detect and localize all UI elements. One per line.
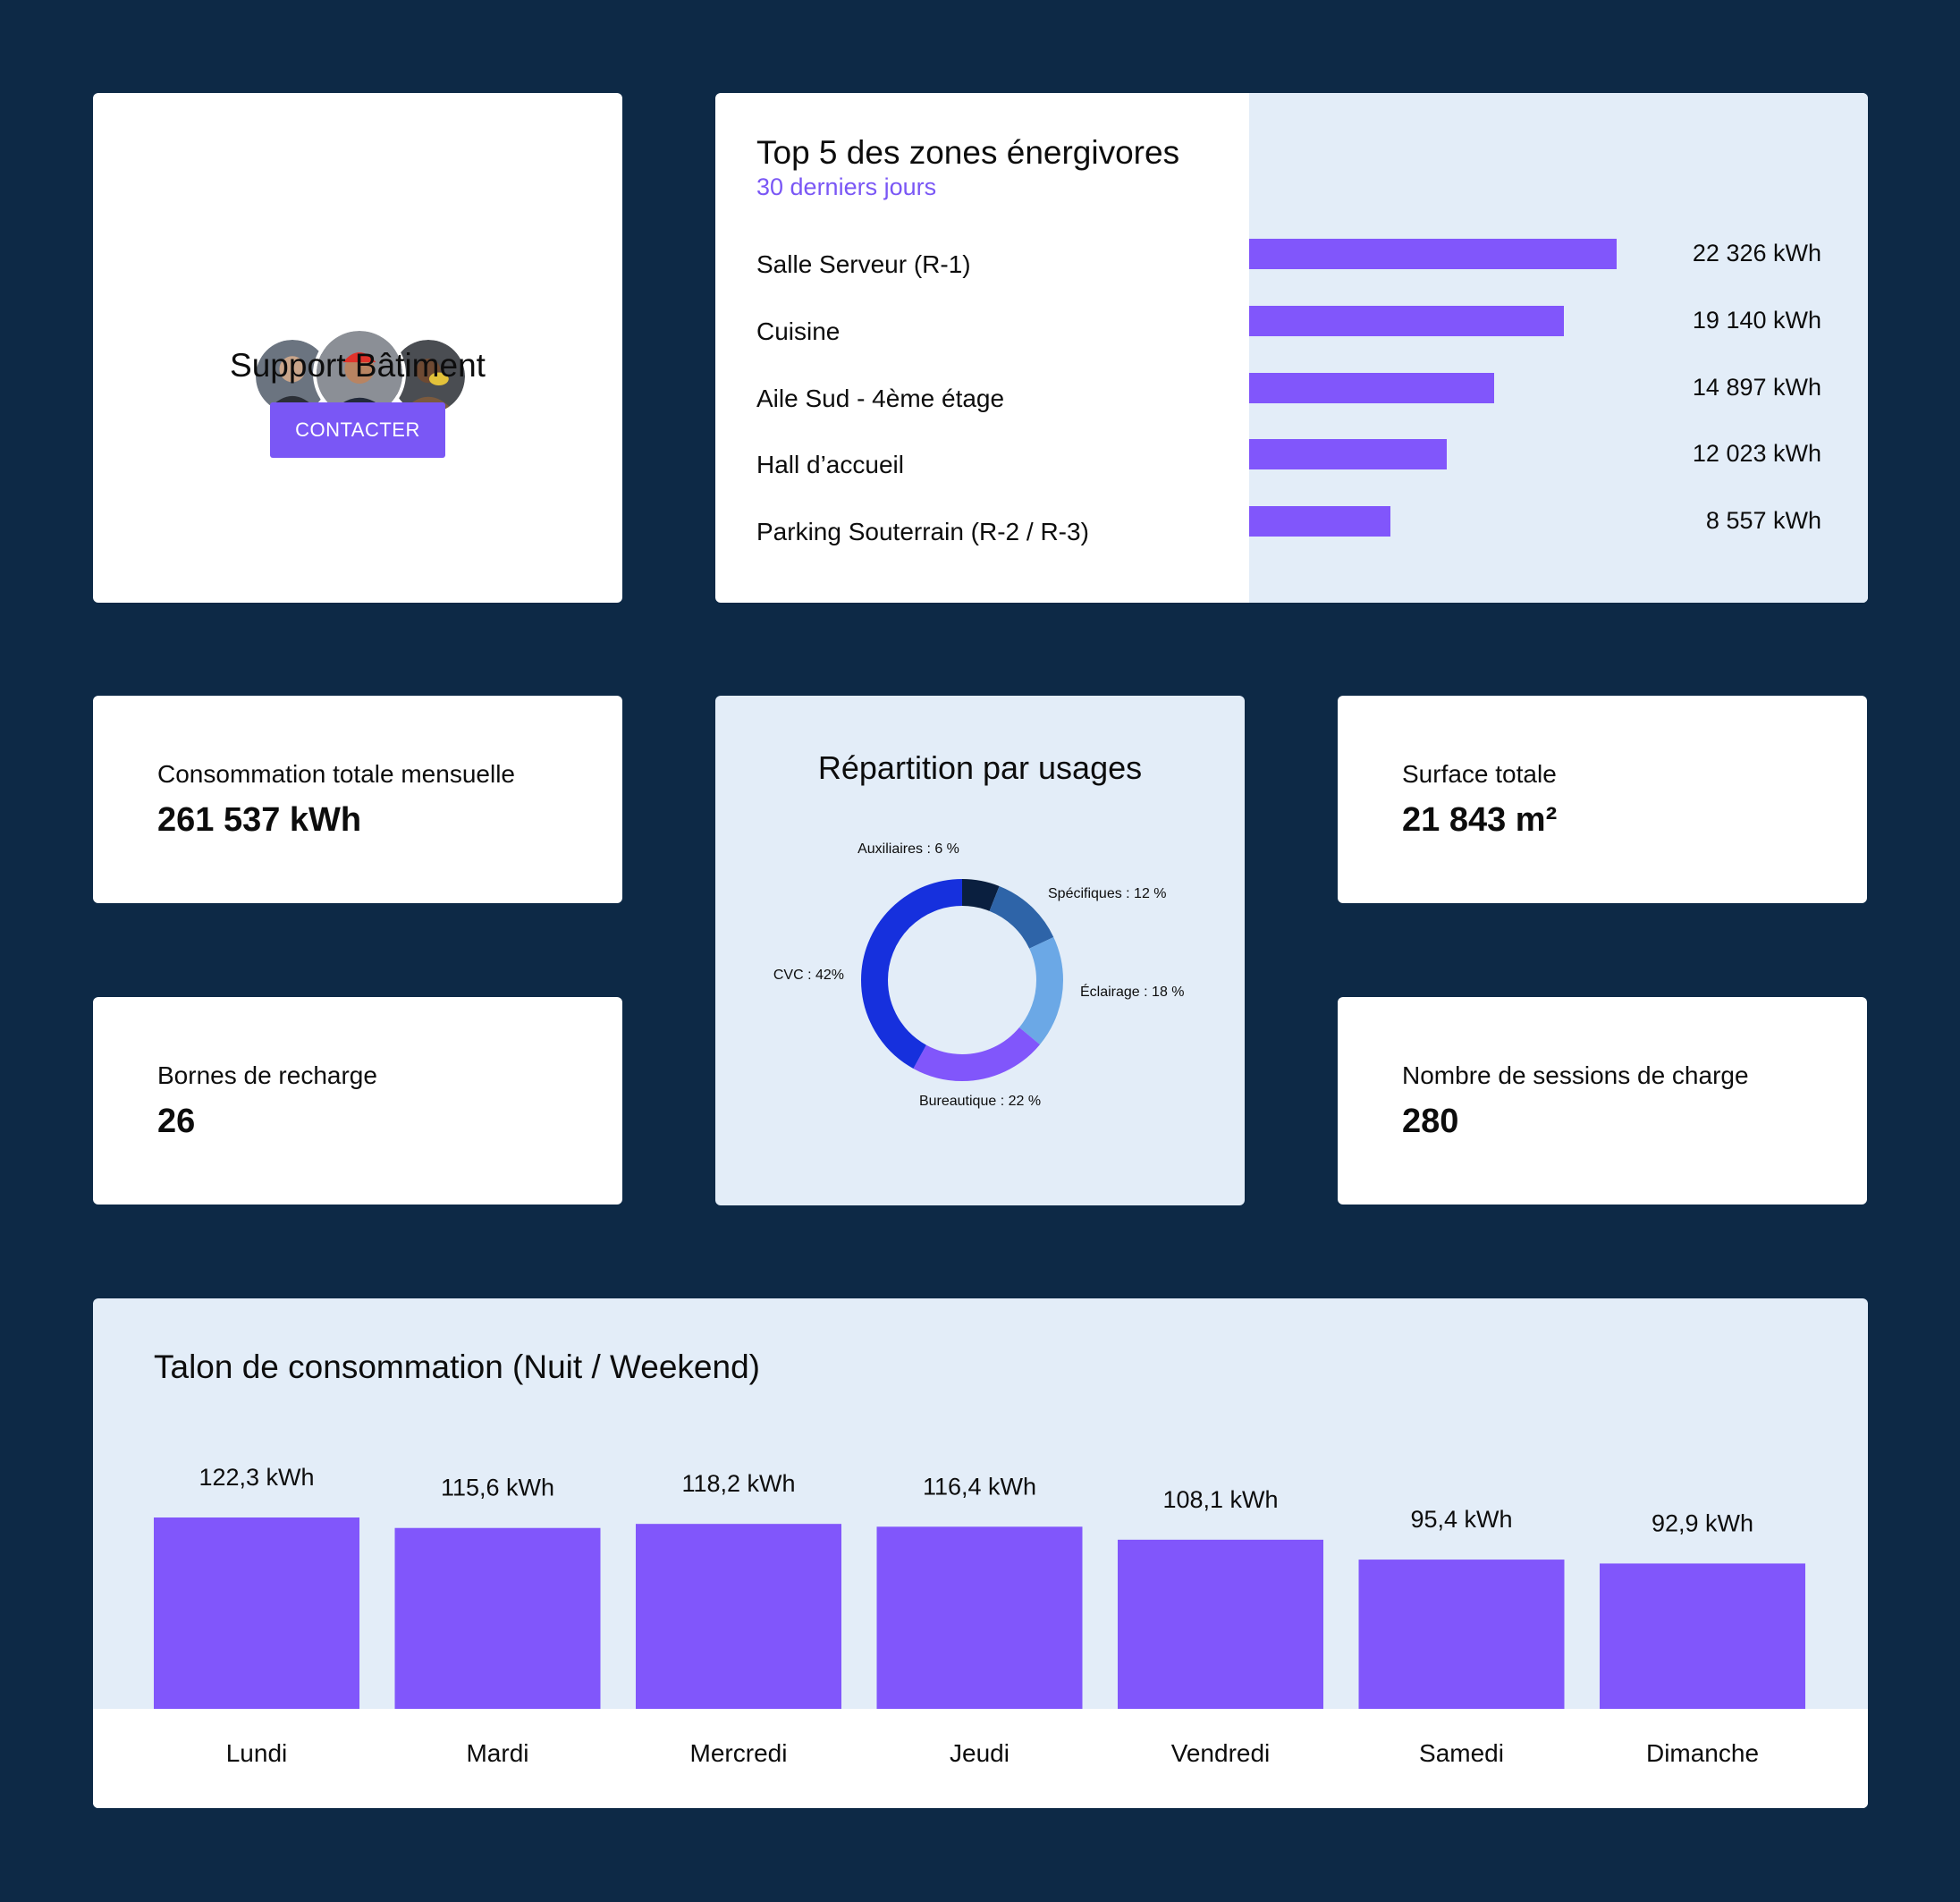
donut-slice-cvc (861, 879, 1063, 1081)
zone-bar (1249, 373, 1495, 403)
kpi-surface-card: Surface totale 21 843 m² (1338, 696, 1867, 903)
kpi-label: Nombre de sessions de charge (1402, 1061, 1749, 1089)
zone-bar (1249, 506, 1390, 537)
bar-value-label: 122,3 kWh (199, 1464, 314, 1491)
kpi-sessions-card: Nombre de sessions de charge 280 (1338, 997, 1867, 1205)
bar-value-label: 108,1 kWh (1162, 1486, 1278, 1513)
bar-category-label: Dimanche (1646, 1739, 1759, 1767)
kpi-value: 261 537 kWh (157, 801, 362, 839)
usages-donut: Auxiliaires : 6 % Spécifiques : 12 % Écl… (773, 841, 1185, 1109)
top-zones-title: Top 5 des zones énergivores (756, 134, 1180, 171)
donut-label: Bureautique : 22 % (919, 1094, 1041, 1109)
kpi-label: Consommation totale mensuelle (157, 760, 515, 788)
bar-category-label: Samedi (1419, 1739, 1504, 1767)
bar-mardi (394, 1527, 601, 1709)
talon-title: Talon de consommation (Nuit / Weekend) (154, 1348, 760, 1385)
usages-card: Répartition par usages Auxiliaires : 6 %… (715, 696, 1245, 1205)
bar-value-label: 92,9 kWh (1652, 1509, 1753, 1536)
bar-value-label: 115,6 kWh (441, 1475, 554, 1501)
donut-label: Spécifiques : 12 % (1048, 886, 1167, 901)
kpi-value: 280 (1402, 1103, 1459, 1140)
donut-slice-éclairage (861, 879, 1063, 1081)
bar-category-label: Vendredi (1171, 1739, 1271, 1767)
bar-value-label: 95,4 kWh (1410, 1506, 1512, 1533)
kpi-bornes-card: Bornes de recharge 26 (93, 997, 622, 1205)
zone-bar (1249, 439, 1448, 469)
bar-lundi (154, 1517, 359, 1709)
chart-floor (93, 1709, 1868, 1808)
bar-category-label: Lundi (226, 1739, 288, 1767)
bar-mercredi (636, 1524, 841, 1709)
zone-label: Parking Souterrain (R-2 / R-3) (756, 518, 1089, 545)
bar-samedi (1358, 1560, 1565, 1709)
donut-label: Auxiliaires : 6 % (858, 841, 959, 857)
bar-value-label: 116,4 kWh (923, 1473, 1036, 1500)
bar-category-label: Mardi (466, 1739, 528, 1767)
support-card: Support Bâtiment CONTACTER (93, 93, 622, 603)
zone-bar (1249, 306, 1565, 336)
top-zones-subtitle: 30 derniers jours (756, 173, 937, 200)
zone-label: Aile Sud - 4ème étage (756, 385, 1005, 412)
kpi-label: Surface totale (1402, 760, 1557, 788)
kpi-value: 21 843 m² (1402, 801, 1558, 839)
zone-value: 14 897 kWh (1692, 374, 1821, 401)
top-zones-card: Top 5 des zones énergivores 30 derniers … (715, 93, 1868, 603)
bar-category-label: Mercredi (690, 1739, 788, 1767)
bar-vendredi (1118, 1539, 1323, 1709)
bar-dimanche (1600, 1563, 1805, 1709)
talon-chart: 122,3 kWh Lundi 115,6 kWh Mardi 118,2 kWh Mer… (154, 1464, 1805, 1767)
kpi-value: 26 (157, 1103, 196, 1140)
donut-slice-bureautique (861, 879, 1063, 1081)
zone-value: 8 557 kWh (1705, 507, 1821, 534)
bar-jeudi (876, 1526, 1083, 1709)
zone-bar (1249, 239, 1617, 269)
kpi-label: Bornes de recharge (157, 1061, 377, 1089)
zone-label: Cuisine (756, 317, 841, 345)
donut-label: CVC : 42% (773, 968, 844, 983)
donut-label: Éclairage : 18 % (1080, 983, 1185, 1000)
support-title: Support Bâtiment (230, 347, 486, 384)
zone-value: 22 326 kWh (1692, 240, 1821, 266)
zone-label: Hall d’accueil (756, 451, 904, 478)
usages-title: Répartition par usages (817, 749, 1143, 786)
bar-category-label: Jeudi (950, 1739, 1010, 1767)
contact-button[interactable]: CONTACTER (270, 402, 445, 458)
bar-value-label: 118,2 kWh (681, 1470, 795, 1497)
zone-value: 19 140 kWh (1692, 307, 1821, 334)
talon-card: Talon de consommation (Nuit / Weekend) 1… (93, 1298, 1868, 1808)
kpi-consumption-card: Consommation totale mensuelle 261 537 kW… (93, 696, 622, 903)
zone-label: Salle Serveur (R-1) (756, 250, 971, 278)
zone-value: 12 023 kWh (1692, 440, 1821, 467)
